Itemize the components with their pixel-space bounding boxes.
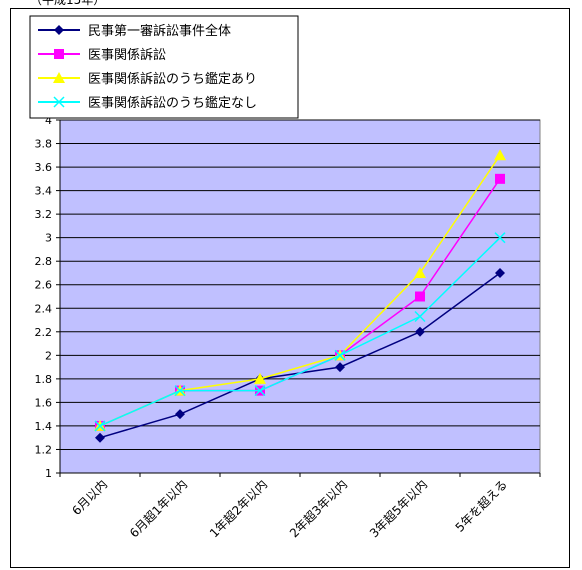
data-point-marker [254,372,266,384]
x-tick-label: 3年超5年以内 [366,477,430,541]
data-point-marker [175,409,185,420]
plot-area [59,119,541,474]
y-tick-label: 3.8 [35,138,53,151]
y-tick-label: 4 [45,114,52,127]
data-point-marker [414,266,426,278]
data-point-marker [415,291,425,302]
y-tick-label: 2.6 [35,279,53,292]
data-point-marker [415,326,425,337]
y-tick-label: 3.2 [35,208,53,221]
data-point-marker [254,385,266,397]
series-layer [94,149,506,443]
x-axis-ticks: 6月以内 6月超1年以内 1年超2年以内 2年超3年以内 3年超5年以内 5年を超える [59,472,541,541]
data-point-marker [334,349,346,361]
series-line [99,237,501,427]
y-tick-label: 2 [45,349,52,362]
data-point-marker [95,432,105,443]
x-tick-label: 6月超1年以内 [126,477,190,541]
y-tick-label: 1.6 [35,396,53,409]
y-tick-label: 2.8 [35,255,53,268]
series-group [94,232,506,432]
legend-label: 医事関係訴訟 [88,47,166,63]
y-tick-label: 3 [45,232,52,245]
data-point-marker [53,72,65,83]
y-tick-label: 3.4 [35,185,53,198]
y-tick-label: 2.2 [35,326,53,339]
y-tick-label: 1.8 [35,373,53,386]
y-tick-label: 1 [45,467,52,480]
x-tick-label: 5年を超える [452,477,510,535]
y-tick-label: 1.4 [35,420,53,433]
x-tick-label: 6月以内 [69,477,110,518]
x-tick-label: 1年超2年以内 [206,477,270,541]
legend: 民事第一審訴訟事件全体医事関係訴訟医事関係訴訟のうち鑑定あり医事関係訴訟のうち鑑… [29,15,299,119]
y-tick-label: 2.4 [35,302,53,315]
legend-label: 民事第一審訴訟事件全体 [88,23,231,39]
data-point-marker [495,173,505,184]
data-point-marker [174,385,186,397]
data-point-marker [495,267,505,278]
y-tick-label: 3.6 [35,161,53,174]
clipped-header-text: （平成15年） [30,0,106,7]
data-point-marker [54,25,64,35]
x-tick-label: 2年超3年以内 [286,477,350,541]
legend-label: 医事関係訴訟のうち鑑定なし [88,95,257,111]
data-point-marker [494,232,506,244]
data-point-marker [414,310,426,323]
data-point-marker [94,420,106,432]
data-point-marker [54,49,64,59]
y-tick-label: 1.2 [35,443,53,456]
y-axis-ticks: 1 1.2 1.4 1.6 1.8 2 2.2 2.4 2.6 2.8 3 3.2 3.4 3.6 3.8 4 [35,114,61,480]
data-point-marker [494,149,506,161]
data-point-marker [53,96,65,108]
legend-label: 医事関係訴訟のうち鑑定あり [88,71,257,87]
data-point-marker [335,362,345,373]
